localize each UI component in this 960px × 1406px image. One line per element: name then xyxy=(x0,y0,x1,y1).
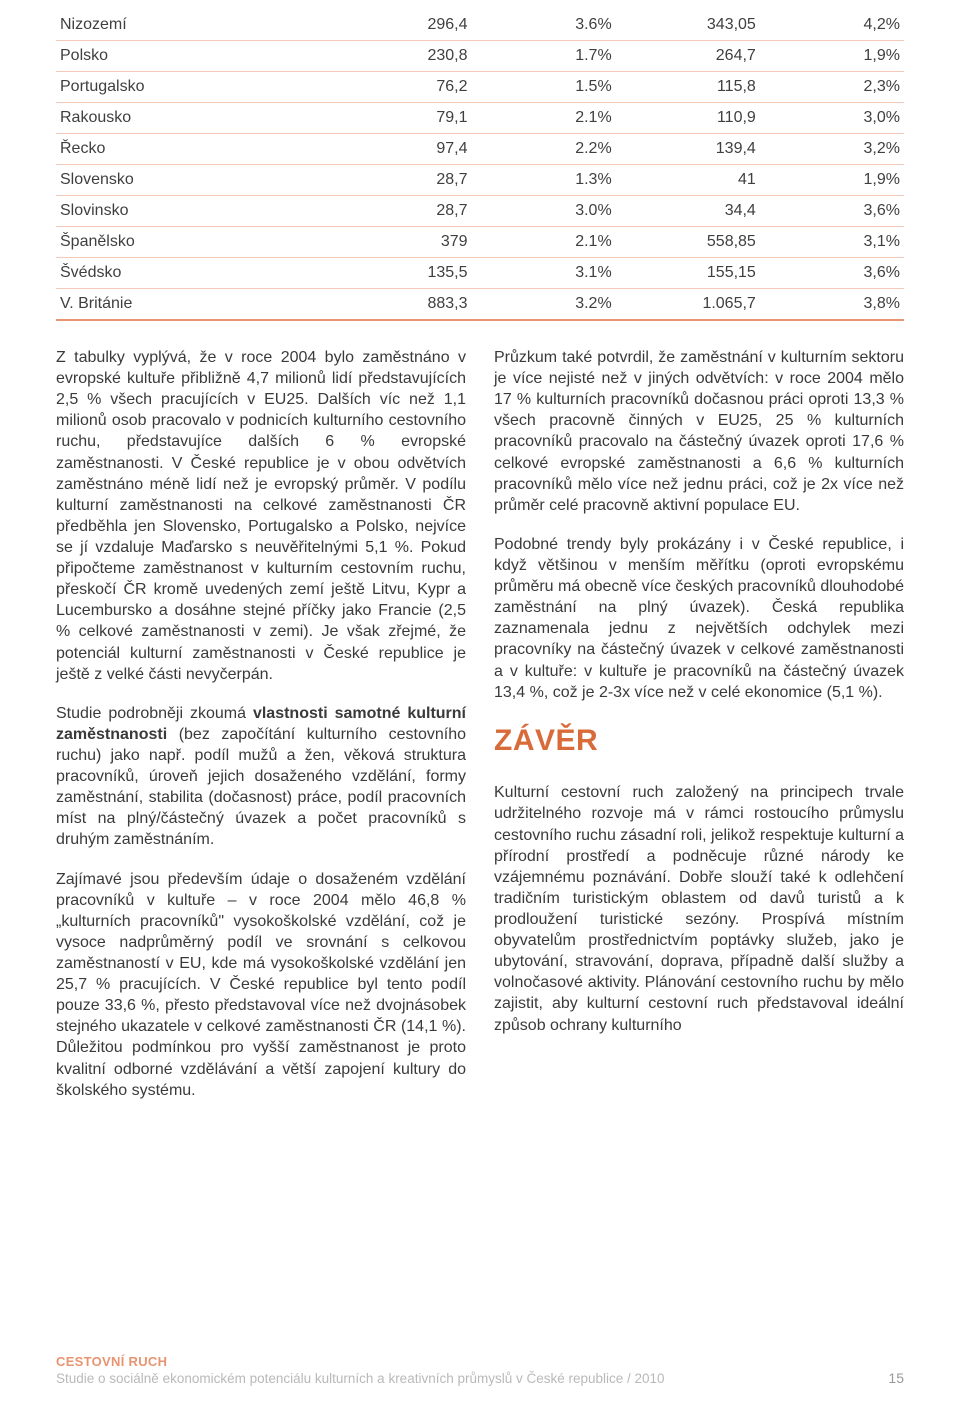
para-l3: Zajímavé jsou především údaje o dosažené… xyxy=(56,869,466,1101)
table-cell: 79,1 xyxy=(327,103,471,134)
para-r2: Podobné trendy byly prokázány i v České … xyxy=(494,534,904,703)
table-cell: 2,3% xyxy=(760,72,904,103)
para-r3: Kulturní cestovní ruch založený na princ… xyxy=(494,782,904,1035)
table-cell: 1,9% xyxy=(760,41,904,72)
table-cell: 296,4 xyxy=(327,10,471,41)
table-cell: 155,15 xyxy=(616,258,760,289)
table-cell: 230,8 xyxy=(327,41,471,72)
table-cell: 3,1% xyxy=(760,227,904,258)
section-heading-zaver: ZÁVĚR xyxy=(494,721,904,761)
column-left: Z tabulky vyplývá, že v roce 2004 bylo z… xyxy=(56,347,466,1119)
table-cell: 1.7% xyxy=(472,41,616,72)
table-cell: 3,2% xyxy=(760,134,904,165)
table-cell: 28,7 xyxy=(327,165,471,196)
table-cell: 379 xyxy=(327,227,471,258)
table-cell: 3.2% xyxy=(472,289,616,321)
table-row: Polsko230,81.7%264,71,9% xyxy=(56,41,904,72)
table-cell: 41 xyxy=(616,165,760,196)
table-cell: 264,7 xyxy=(616,41,760,72)
para-r1: Průzkum také potvrdil, že zaměstnání v k… xyxy=(494,347,904,516)
table-cell: 1.065,7 xyxy=(616,289,760,321)
body-columns: Z tabulky vyplývá, že v roce 2004 bylo z… xyxy=(56,347,904,1119)
para-l2: Studie podrobněji zkoumá vlastnosti samo… xyxy=(56,703,466,851)
para-l1: Z tabulky vyplývá, že v roce 2004 bylo z… xyxy=(56,347,466,685)
table-cell: Řecko xyxy=(56,134,327,165)
footer-page-number: 15 xyxy=(888,1370,904,1386)
table-cell: 139,4 xyxy=(616,134,760,165)
table-cell: Polsko xyxy=(56,41,327,72)
table-cell: 1.3% xyxy=(472,165,616,196)
table-cell: 1.5% xyxy=(472,72,616,103)
table-cell: 558,85 xyxy=(616,227,760,258)
footer-subtitle: Studie o sociálně ekonomickém potenciálu… xyxy=(56,1371,665,1386)
table-cell: 3.6% xyxy=(472,10,616,41)
table-cell: 76,2 xyxy=(327,72,471,103)
table-cell: 343,05 xyxy=(616,10,760,41)
column-right: Průzkum také potvrdil, že zaměstnání v k… xyxy=(494,347,904,1119)
table-row: Slovensko28,71.3%411,9% xyxy=(56,165,904,196)
table-cell: V. Británie xyxy=(56,289,327,321)
footer-left: CESTOVNÍ RUCH Studie o sociálně ekonomic… xyxy=(56,1354,665,1386)
table-cell: 4,2% xyxy=(760,10,904,41)
table-row: Rakousko79,12.1%110,93,0% xyxy=(56,103,904,134)
table-cell: Španělsko xyxy=(56,227,327,258)
data-table-wrap: Nizozemí296,43.6%343,054,2%Polsko230,81.… xyxy=(56,0,904,321)
para-l2-a: Studie podrobněji zkoumá xyxy=(56,705,253,722)
table-row: Slovinsko28,73.0%34,43,6% xyxy=(56,196,904,227)
table-cell: 97,4 xyxy=(327,134,471,165)
table-cell: 2.1% xyxy=(472,227,616,258)
table-cell: 3,0% xyxy=(760,103,904,134)
table-row: Španělsko3792.1%558,853,1% xyxy=(56,227,904,258)
table-cell: Rakousko xyxy=(56,103,327,134)
footer-tag: CESTOVNÍ RUCH xyxy=(56,1354,665,1369)
table-cell: 3.0% xyxy=(472,196,616,227)
table-cell: 110,9 xyxy=(616,103,760,134)
table-cell: Slovensko xyxy=(56,165,327,196)
table-cell: 2.1% xyxy=(472,103,616,134)
table-row: Nizozemí296,43.6%343,054,2% xyxy=(56,10,904,41)
table-row: Portugalsko76,21.5%115,82,3% xyxy=(56,72,904,103)
table-cell: 34,4 xyxy=(616,196,760,227)
table-row: V. Británie883,33.2%1.065,73,8% xyxy=(56,289,904,321)
table-cell: 1,9% xyxy=(760,165,904,196)
table-cell: Švédsko xyxy=(56,258,327,289)
table-cell: 135,5 xyxy=(327,258,471,289)
table-cell: 115,8 xyxy=(616,72,760,103)
table-row: Švédsko135,53.1%155,153,6% xyxy=(56,258,904,289)
table-cell: Portugalsko xyxy=(56,72,327,103)
table-cell: 3,8% xyxy=(760,289,904,321)
data-table: Nizozemí296,43.6%343,054,2%Polsko230,81.… xyxy=(56,10,904,321)
table-cell: 883,3 xyxy=(327,289,471,321)
page-footer: CESTOVNÍ RUCH Studie o sociálně ekonomic… xyxy=(56,1354,904,1386)
table-cell: 28,7 xyxy=(327,196,471,227)
table-cell: 3,6% xyxy=(760,258,904,289)
table-cell: 2.2% xyxy=(472,134,616,165)
para-l2-c: (bez započítání kulturního cestovního ru… xyxy=(56,726,466,849)
table-cell: Nizozemí xyxy=(56,10,327,41)
table-cell: 3.1% xyxy=(472,258,616,289)
table-row: Řecko97,42.2%139,43,2% xyxy=(56,134,904,165)
table-cell: Slovinsko xyxy=(56,196,327,227)
table-cell: 3,6% xyxy=(760,196,904,227)
